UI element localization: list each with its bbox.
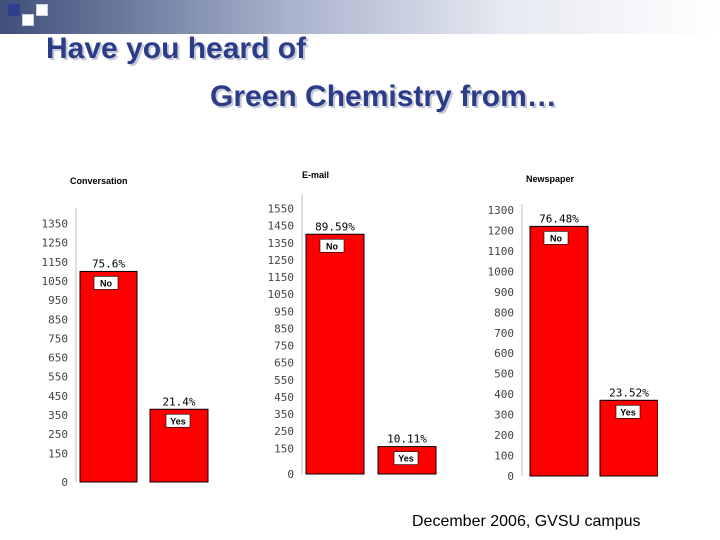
bar-category-label: Yes [170,416,186,426]
y-tick-label: 850 [274,322,294,335]
bar-no [529,225,589,477]
y-tick-label: 900 [494,286,514,299]
y-tick-label: 200 [494,429,514,442]
y-tick-label: 750 [48,332,68,345]
bar-category-box [165,413,191,428]
bar-category-label: No [550,233,562,243]
y-tick-label: 500 [494,368,514,381]
chart-conversation-svg: Conversation 0 150 250 350 450 550 650 750 850 950… [42,176,209,489]
y-tick-label: 1250 [268,254,295,267]
bar-data-label: 89.59% [315,220,355,233]
bar-yes [599,399,658,477]
chart-conversation: Conversation 0 150 250 350 450 550 650 750 850 950… [30,154,216,490]
y-tick-label: 300 [494,409,514,422]
y-tick-label: 1100 [488,245,515,258]
y-tick-label: 800 [494,306,514,319]
y-tick-label: 700 [494,327,514,340]
y-tick-label: 950 [274,305,294,318]
y-tick-label: 1300 [488,204,515,217]
y-tick-label: 1350 [42,218,69,231]
y-tick-label: 650 [274,357,294,370]
bar-data-label: 21.4% [162,395,195,408]
y-tick-label: 150 [274,442,294,455]
bar-category-box [543,231,569,245]
y-tick-label: 1000 [488,265,515,278]
chart-title: Newspaper [526,174,575,184]
y-tick-label: 1050 [42,275,69,288]
bar-category-box [615,404,641,419]
y-tick-label: 400 [494,388,514,401]
y-tick-label: 0 [287,468,294,481]
y-tick-label: 450 [48,390,68,403]
y-tick-label: 100 [494,450,514,463]
header-band [0,0,720,34]
bar-category-box [393,451,419,465]
bar-data-label: 76.48% [539,212,579,225]
bar-category-box [319,238,345,253]
y-tick-label: 0 [61,476,68,489]
bar-category-box [93,276,119,290]
y-tick-label: 350 [48,409,68,422]
footer-caption: December 2006, GVSU campus [412,513,641,530]
y-tick-label: 250 [274,425,294,438]
bar-category-label: Yes [620,407,636,417]
y-tick-label: 1050 [268,288,295,301]
bullet-square-dark [8,4,20,16]
y-tick-label: 750 [274,340,294,353]
bar-category-label: Yes [398,454,414,464]
bar-category-label: No [326,241,338,251]
y-tick-label: 350 [274,408,294,421]
y-tick-label: 1150 [268,271,295,284]
y-tick-label: 850 [48,313,68,326]
y-tick-label: 150 [48,447,68,460]
chart-newspaper: Newspaper 0 100 200 300 400 500 600 700 800 900 100… [478,154,658,490]
bar-data-label: 10.11% [387,433,427,446]
y-tick-label: 1450 [268,220,295,233]
y-tick-label: 550 [48,371,68,384]
slide-title-line-2: Green Chemistry from… [210,80,557,113]
y-tick-label: 1150 [42,256,69,269]
y-tick-label: 950 [48,294,68,307]
y-tick-label: 650 [48,352,68,365]
y-tick-label: 450 [274,391,294,404]
y-tick-label: 1250 [42,237,69,250]
y-tick-label: 600 [494,347,514,360]
bullet-square-light [22,14,34,26]
bar-no [305,233,365,475]
chart-title: Conversation [70,176,128,186]
y-tick-label: 1550 [268,203,295,216]
y-tick-label: 1200 [488,224,515,237]
y-tick-label: 1350 [268,237,295,250]
chart-title: E-mail [302,170,329,180]
slide-title-line-1: Have you heard of [46,32,307,65]
bar-category-label: No [100,278,112,288]
chart-email-svg: E-mail 0 150 250 350 450 550 650 750 850 950 1050 11… [268,170,437,481]
y-tick-label: 550 [274,374,294,387]
chart-email: E-mail 0 150 250 350 450 550 650 750 850 950 1050 11… [254,154,450,490]
chart-newspaper-svg: Newspaper 0 100 200 300 400 500 600 700 800 900 100… [488,174,658,483]
y-tick-label: 250 [48,428,68,441]
bar-no [79,270,138,483]
y-tick-label: 0 [507,470,514,483]
bar-data-label: 75.6% [92,257,125,270]
bar-data-label: 23.52% [609,386,649,399]
bullet-square-light [36,4,48,16]
